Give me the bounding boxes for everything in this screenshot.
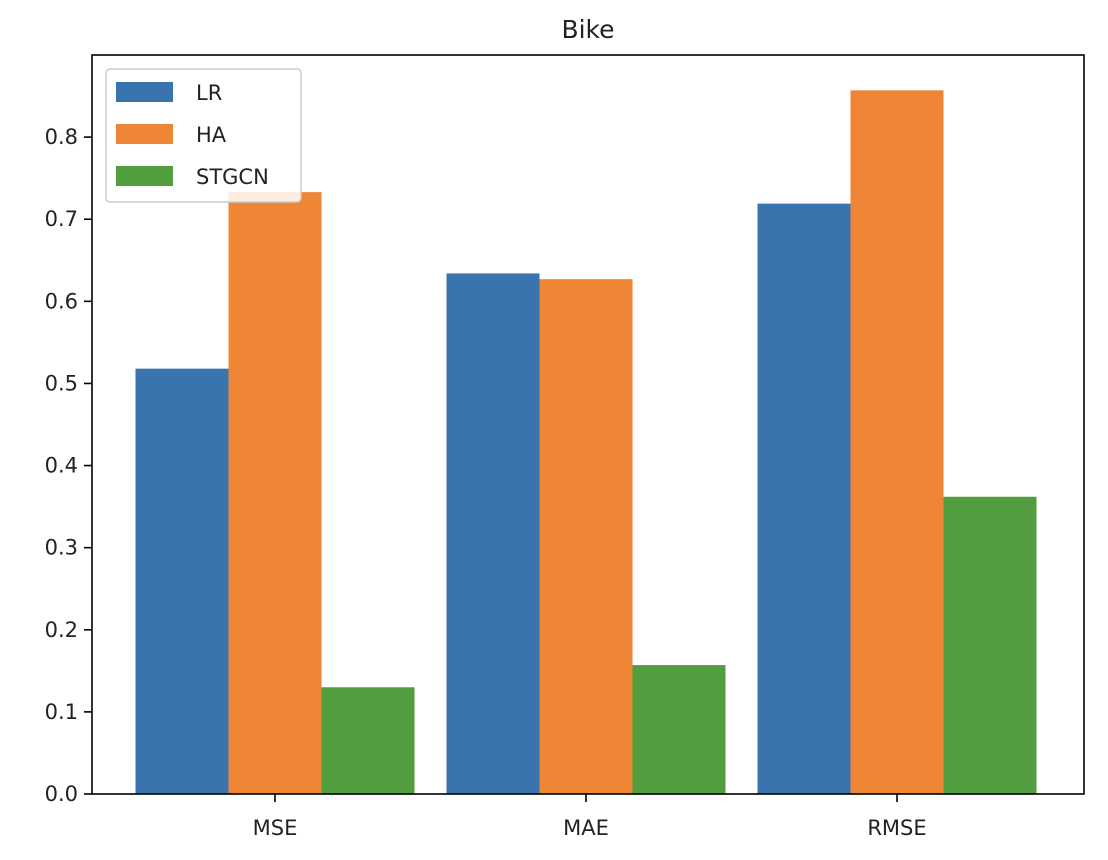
y-tick-label: 0.6 [45,289,78,313]
bar-stgcn-mse [321,687,415,794]
bar-ha-mae [539,279,633,794]
legend-swatch-stgcn [116,166,173,186]
bar-ha-rmse [850,90,944,794]
bar-stgcn-rmse [943,496,1037,794]
y-tick-label: 0.8 [45,125,78,149]
y-tick-label: 0.7 [45,207,78,231]
bar-lr-rmse [757,203,851,795]
y-tick-label: 0.5 [45,371,78,395]
x-axis: MSE MAE RMSE [253,794,927,840]
bar-lr-mae [446,273,540,795]
y-tick-label: 0.2 [45,618,78,642]
legend-swatch-ha [116,124,173,144]
x-tick-label-mae: MAE [563,816,609,840]
legend-label-ha: HA [196,123,227,147]
legend: LR HA STGCN [105,68,302,203]
bars-group [135,90,1037,795]
legend-label-stgcn: STGCN [196,165,269,189]
bar-lr-mse [135,368,229,794]
bar-ha-mse [228,192,322,794]
legend-label-lr: LR [196,81,222,105]
chart-title: Bike [561,15,614,44]
bar-stgcn-mae [632,665,726,794]
y-axis: 0.0 0.1 0.2 0.3 0.4 0.5 0.6 0.7 0.8 [45,125,92,806]
y-tick-label: 0.1 [45,700,78,724]
y-tick-label: 0.3 [45,536,78,560]
axes-frame [91,54,1085,795]
legend-swatch-lr [116,82,173,102]
x-tick-label-mse: MSE [253,816,298,840]
y-tick-label: 0.4 [45,454,78,478]
x-tick-label-rmse: RMSE [867,816,926,840]
y-tick-label: 0.0 [45,782,78,806]
